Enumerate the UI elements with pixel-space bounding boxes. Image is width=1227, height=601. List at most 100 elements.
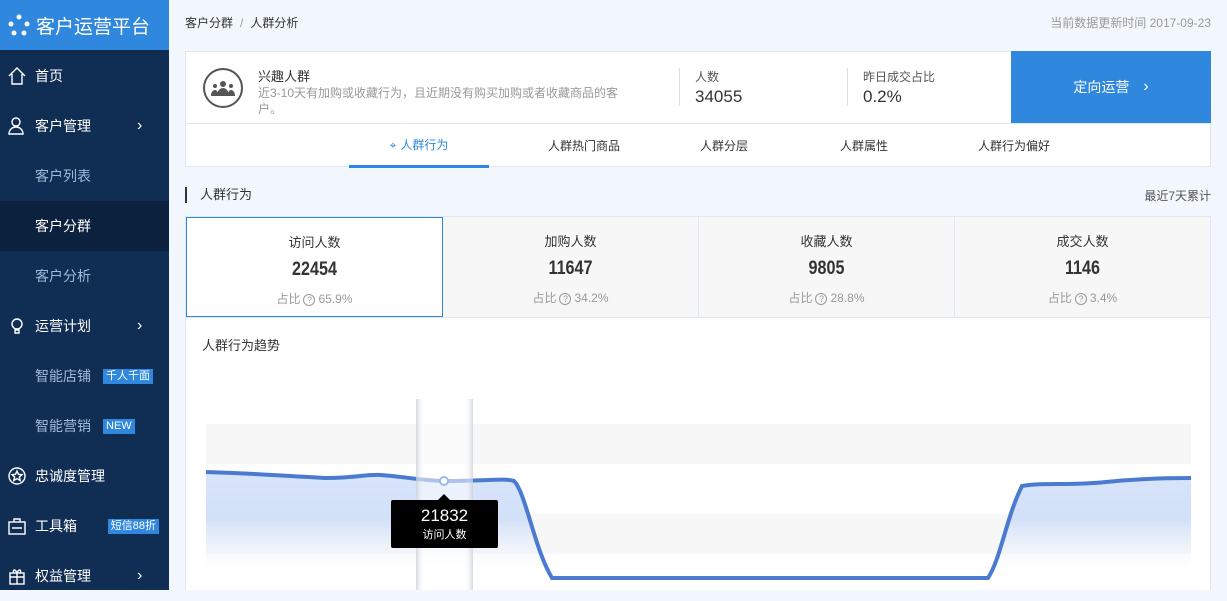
location-icon: ⌖ (389, 138, 397, 152)
rate-value: 0.2% (863, 87, 902, 106)
tab-bar: ⌖ 人群行为 人群热门商品 人群分层 人群属性 人群行为偏好 (186, 123, 1210, 168)
group-description: 近3-10天有加购或收藏行为，且近期没有购买加购或者收藏商品的客户。 (258, 86, 619, 116)
sidebar-item-label: 智能店铺 (35, 368, 91, 384)
breadcrumb-link[interactable]: 客户分群 (185, 16, 234, 30)
sidebar-item-loyalty[interactable]: 忠诚度管理 (0, 451, 169, 501)
sidebar: 客户运营平台 首页 客户管理 › 客户列表 客户分群 客户分析 运营计划 › 智能店… (0, 0, 169, 590)
tab-preferences[interactable]: 人群行为偏好 (977, 139, 1050, 153)
app-title: 客户运营平台 (36, 16, 151, 38)
star-icon (7, 467, 27, 485)
tab-hot-products[interactable]: 人群热门商品 (547, 139, 620, 153)
hover-point[interactable] (439, 476, 449, 486)
sidebar-item-home[interactable]: 首页 (0, 51, 169, 101)
sidebar-item-label: 客户分群 (35, 218, 91, 234)
metric-add-cart[interactable]: 加购人数 11647 占比? 34.2% (443, 217, 699, 317)
series-line (205, 470, 1192, 580)
tooltip-label: 访问人数 (422, 529, 467, 541)
metric-label: 访问人数 (288, 235, 341, 250)
sidebar-item-label: 客户列表 (35, 168, 91, 184)
sidebar-item-smart-store[interactable]: 智能店铺 千人千面 (0, 351, 169, 401)
metric-label: 成交人数 (1056, 234, 1109, 249)
sidebar-item-toolbox[interactable]: 工具箱 短信88折 (0, 501, 169, 551)
user-icon (7, 117, 27, 135)
sidebar-item-customer-management[interactable]: 客户管理 › (0, 101, 169, 151)
chevron-right-icon: › (1143, 78, 1149, 95)
metric-value: 22454 (292, 259, 337, 280)
help-icon[interactable]: ? (559, 293, 572, 305)
chart-tooltip: 21832 访问人数 (391, 494, 498, 548)
help-icon[interactable]: ? (1074, 293, 1087, 305)
group-card: 兴趣人群 近3-10天有加购或收藏行为，且近期没有购买加购或者收藏商品的客户。 … (185, 51, 1211, 168)
ratio-label: 占比 (276, 292, 301, 306)
sidebar-item-label: 运营计划 (35, 318, 91, 334)
bulb-icon (7, 317, 27, 335)
badge: 千人千面 (103, 368, 153, 384)
breadcrumb-current: 人群分析 (250, 16, 299, 30)
metrics-row: 访问人数 22454 占比? 65.9% 加购人数 11647 占比? 34.2% 收藏人数… (185, 216, 1211, 318)
group-title: 兴趣人群 (258, 69, 311, 84)
chart-title: 人群行为趋势 (202, 338, 281, 353)
rate-stat: 昨日成交占比 0.2% (847, 68, 935, 106)
button-label: 定向运营 (1073, 79, 1130, 95)
count-stat: 人数 34055 (679, 68, 742, 106)
app-logo[interactable]: 客户运营平台 (0, 0, 169, 50)
metric-value: 9805 (808, 258, 845, 279)
sidebar-item-operation-plan[interactable]: 运营计划 › (0, 301, 169, 351)
metric-label: 加购人数 (544, 234, 597, 249)
sidebar-item-smart-marketing[interactable]: 智能营销 NEW (0, 401, 169, 451)
sidebar-item-label: 客户分析 (35, 268, 91, 284)
metric-value: 11647 (548, 258, 593, 279)
tab-behavior[interactable]: ⌖ 人群行为 (349, 124, 489, 168)
metric-deals[interactable]: 成交人数 1146 占比? 3.4% (955, 217, 1210, 317)
logo-icon (8, 14, 30, 36)
sidebar-item-customer-analysis[interactable]: 客户分析 (0, 251, 169, 301)
chevron-right-icon: › (137, 317, 143, 334)
count-label: 人数 (695, 70, 720, 84)
ratio-value: 65.9% (318, 292, 353, 306)
trend-chart-panel: 人群行为趋势 21832 访问人数 (185, 318, 1211, 590)
sidebar-item-label: 首页 (35, 68, 63, 84)
chevron-right-icon: › (137, 117, 143, 134)
ratio-label: 占比 (788, 291, 813, 305)
ratio-value: 3.4% (1089, 291, 1118, 305)
range-label: 最近7天累计 (1144, 189, 1211, 203)
breadcrumb: 客户分群 / 人群分析 (185, 14, 298, 31)
ratio-label: 占比 (532, 291, 557, 305)
ratio-value: 34.2% (574, 291, 609, 305)
metric-favorites[interactable]: 收藏人数 9805 占比? 28.8% (699, 217, 955, 317)
metric-value: 1146 (1064, 258, 1101, 279)
tab-layering[interactable]: 人群分层 (699, 139, 748, 153)
help-icon[interactable]: ? (303, 294, 316, 306)
new-badge: NEW (103, 418, 135, 434)
sidebar-item-customer-segments[interactable]: 客户分群 (0, 201, 169, 251)
toolbox-icon (7, 517, 27, 535)
tooltip-value: 21832 (420, 506, 469, 525)
tab-attributes[interactable]: 人群属性 (839, 139, 888, 153)
section-title: 人群行为 (185, 187, 252, 203)
ratio-label: 占比 (1047, 291, 1072, 305)
tab-label: 人群行为 (400, 138, 449, 152)
ratio-value: 28.8% (830, 291, 865, 305)
sidebar-item-label: 忠诚度管理 (35, 468, 105, 484)
sidebar-item-label: 客户管理 (35, 118, 91, 134)
badge: 短信88折 (107, 518, 159, 534)
count-value: 34055 (695, 87, 743, 106)
sidebar-item-label: 工具箱 (35, 518, 77, 534)
metric-label: 收藏人数 (800, 234, 853, 249)
grid-band (206, 424, 1191, 464)
home-icon (7, 67, 27, 85)
rate-label: 昨日成交占比 (863, 70, 936, 84)
sidebar-item-label: 权益管理 (35, 568, 91, 584)
group-icon (203, 68, 243, 108)
sidebar-item-label: 智能营销 (35, 418, 91, 434)
breadcrumb-separator: / (240, 16, 244, 30)
trend-chart[interactable] (186, 318, 1212, 590)
update-time: 当前数据更新时间 2017-09-23 (1050, 16, 1211, 30)
gift-icon (7, 567, 27, 585)
help-icon[interactable]: ? (815, 293, 828, 305)
metric-visits[interactable]: 访问人数 22454 占比? 65.9% (186, 217, 443, 317)
sidebar-item-customer-list[interactable]: 客户列表 (0, 151, 169, 201)
chevron-right-icon: › (137, 567, 143, 584)
sidebar-item-benefits[interactable]: 权益管理 › (0, 551, 169, 601)
targeted-operation-button[interactable]: 定向运营 › (1011, 51, 1211, 123)
